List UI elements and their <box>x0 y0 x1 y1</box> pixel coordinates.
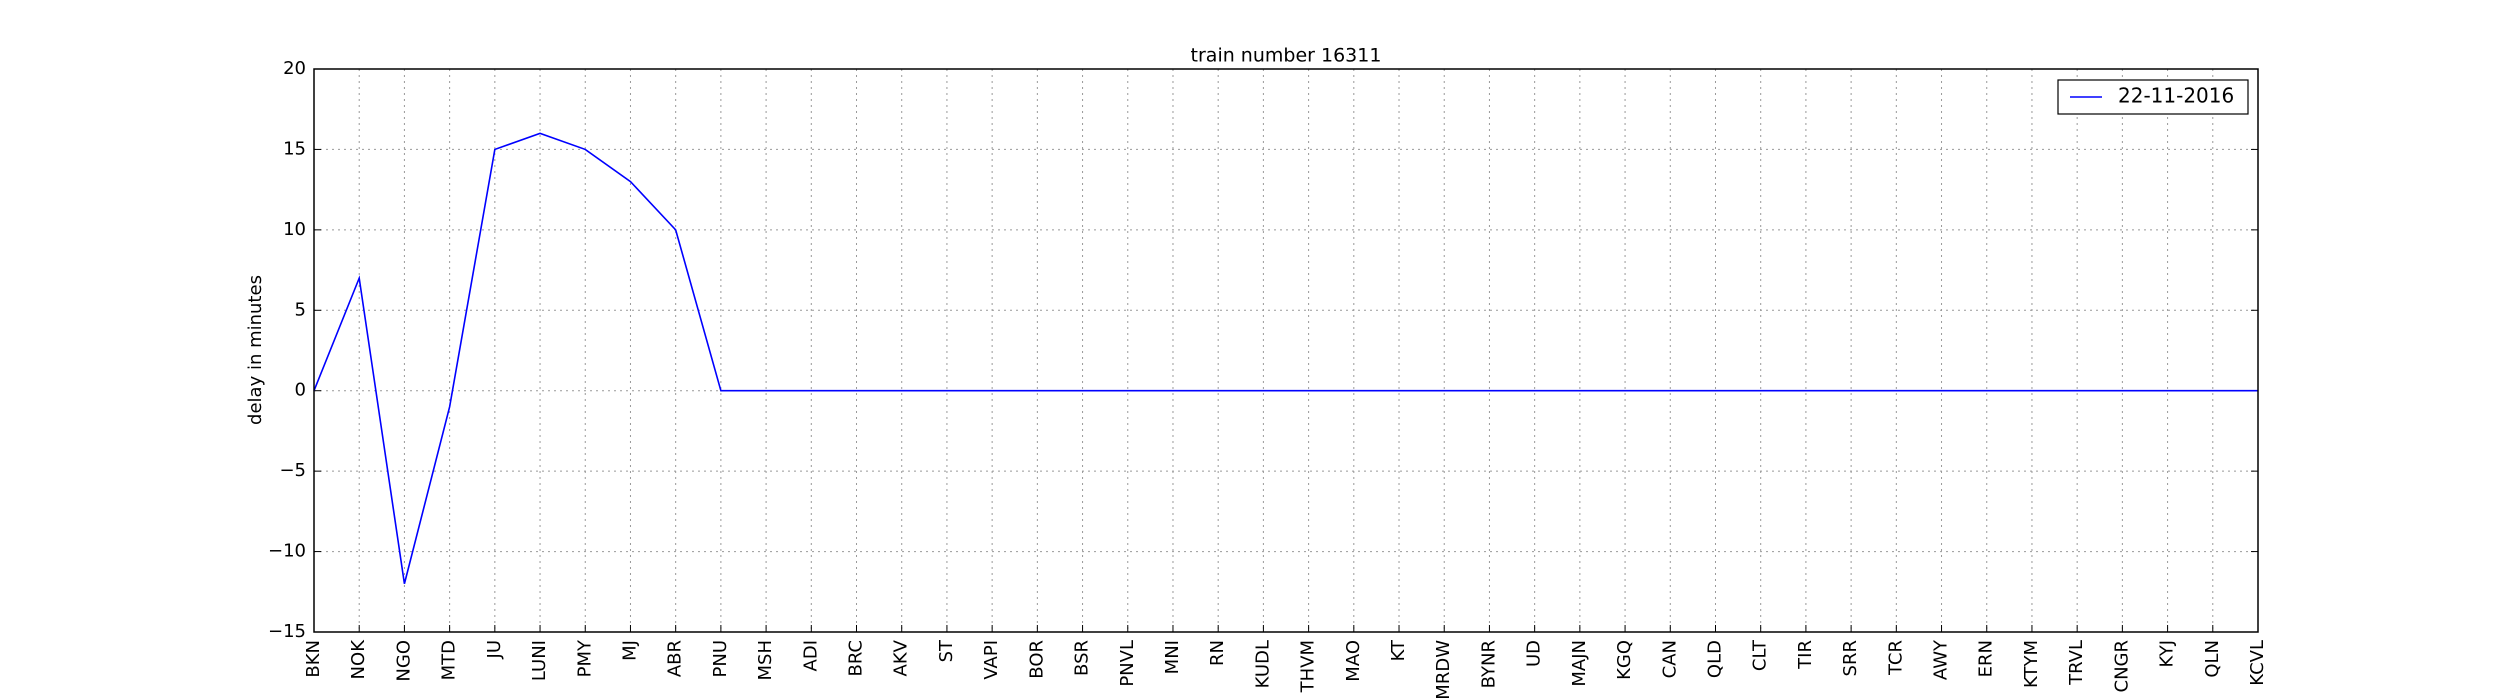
x-tick-label: NOK <box>348 639 369 680</box>
x-tick-label: MRDW <box>1433 640 1454 700</box>
x-tick-label: KGQ <box>1614 640 1635 680</box>
x-tick-label: NGO <box>393 640 414 682</box>
x-tick-label: KYJ <box>2157 640 2178 667</box>
x-tick-label: BOR <box>1026 640 1047 679</box>
x-tick-label: PNVL <box>1117 640 1138 687</box>
x-tick-label: JU <box>484 640 505 659</box>
x-tick-label: CNGR <box>2111 640 2132 693</box>
x-tick-label: BRC <box>846 640 867 677</box>
y-tick-label: −5 <box>279 460 306 481</box>
x-tick-label: QLD <box>1704 640 1725 678</box>
x-tick-label: RN <box>1207 640 1228 666</box>
y-tick-label: 0 <box>295 380 306 401</box>
y-tick-label: −15 <box>268 621 306 642</box>
legend-label: 22-11-2016 <box>2118 84 2234 108</box>
x-tick-label: KT <box>1388 639 1409 661</box>
x-tick-label: SRR <box>1840 640 1861 676</box>
x-tick-label: MAO <box>1343 640 1364 682</box>
x-tick-label: PNU <box>710 640 731 678</box>
x-tick-label: TCR <box>1885 640 1906 676</box>
x-tick-label: AWY <box>1931 639 1952 680</box>
x-tick-label: MJ <box>619 640 640 661</box>
x-tick-label: KTYM <box>2021 640 2042 688</box>
x-tick-label: CAN <box>1659 640 1680 678</box>
x-tick-label: PMY <box>574 639 595 677</box>
x-tick-label: UD <box>1524 640 1545 667</box>
line-series <box>313 132 2258 584</box>
plot-frame <box>313 68 2259 633</box>
x-tick-label: ERN <box>1976 640 1997 677</box>
x-tick-label: QLN <box>2202 640 2223 678</box>
x-tick-label: MAJN <box>1569 640 1590 687</box>
x-tick-label: MTD <box>439 640 460 680</box>
x-tick-label: MSH <box>755 640 776 681</box>
x-tick-label: KCVL <box>2247 640 2268 686</box>
x-tick-label: THVM <box>1298 640 1319 693</box>
x-tick-label: VAPI <box>981 640 1002 680</box>
chart-title: train number 16311 <box>1191 45 1382 67</box>
x-tick-label: AKV <box>891 639 912 676</box>
x-tick-label: TIR <box>1795 640 1816 670</box>
y-tick-label: 15 <box>283 138 306 159</box>
y-tick-label: 5 <box>295 299 306 320</box>
x-tick-label: MNI <box>1162 640 1183 674</box>
x-tick-label: CLT <box>1750 639 1771 671</box>
x-tick-label: ST <box>936 639 957 662</box>
x-tick-label: BSR <box>1072 640 1093 676</box>
y-tick-label: 20 <box>283 58 306 79</box>
x-tick-label: BYNR <box>1478 640 1499 688</box>
x-tick-label: TRVL <box>2066 640 2087 686</box>
x-tick-label: LUNI <box>529 640 550 681</box>
x-tick-label: KUDL <box>1252 640 1273 688</box>
y-tick-label: 10 <box>283 219 306 240</box>
x-tick-label: BKN <box>303 640 324 678</box>
y-tick-label: −10 <box>268 541 306 562</box>
y-axis-label: delay in minutes <box>245 275 266 425</box>
x-tick-label: ADI <box>800 640 821 671</box>
x-tick-label: ABR <box>665 640 686 677</box>
